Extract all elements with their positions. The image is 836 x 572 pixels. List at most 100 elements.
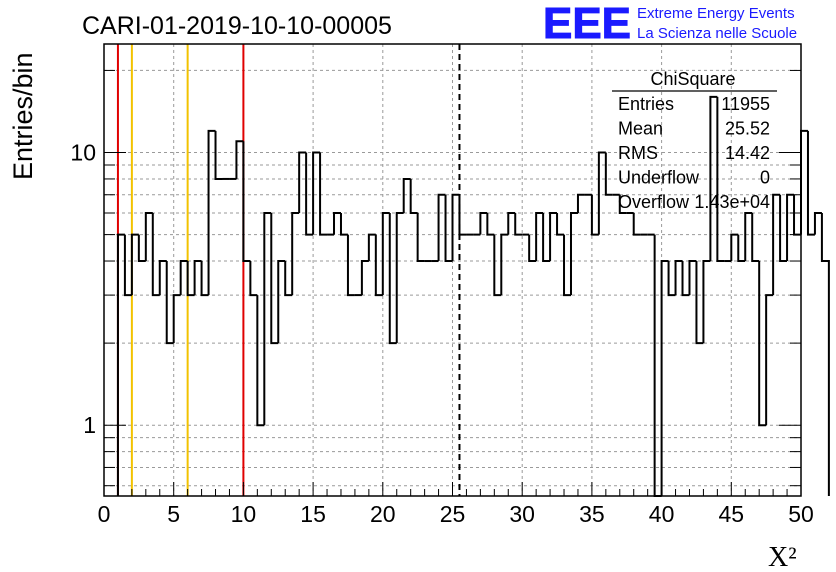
histogram-bin [535,212,544,262]
stats-row-label: Entries [618,94,674,114]
x-tick-labels: 0 5 10 15 20 25 30 35 40 45 50 [98,501,814,527]
x-tick-label: 0 [98,501,111,527]
stats-row-value: 0 [760,168,770,188]
histogram-bin [709,95,718,262]
histogram-bin [193,260,202,296]
histogram-bin [333,212,341,235]
histogram-bin [618,194,627,215]
histogram-bin [123,234,132,297]
x-tick-label: 25 [440,501,466,527]
histogram-bin [549,212,558,262]
histogram-bin [660,260,669,496]
histogram-bin [493,234,502,297]
histogram-bin [437,193,446,262]
histogram-bin [360,260,369,296]
histogram-bin [388,213,397,345]
x-tick-label: 20 [370,501,396,527]
y-axis-label: Entries/bin [8,52,38,180]
histogram-bin [367,233,376,262]
histogram-bin [674,260,683,296]
histogram-bin [479,212,488,235]
histogram-bin [514,213,523,236]
stats-row-label: Overflow [618,192,690,212]
histogram-bin [416,213,425,263]
y-tick-labels: 1 10 [70,140,96,439]
histogram-bin [179,260,188,296]
eee-logo: EEE Extreme Energy Events La Scienza nel… [543,0,798,49]
histogram-bin [695,261,704,345]
histogram-bin [409,178,418,215]
histogram-bin [200,261,209,297]
histogram-bin [779,194,788,263]
stats-row-value: 14.42 [725,143,770,163]
histogram-bin [305,152,314,236]
histogram-bin [800,129,808,235]
stats-box: ChiSquare Entries 11955 Mean 25.52 RMS 14.42 U… [612,69,777,212]
histogram-bin [737,234,746,263]
x-tick-label: 45 [719,501,745,527]
histogram-bin [744,212,753,262]
reference-lines [116,44,461,496]
histogram-bin [813,212,822,235]
histogram-bin [500,233,509,296]
histogram-bin [569,212,578,296]
x-tick-label: 35 [579,501,605,527]
histogram-bin [165,261,174,345]
chart-title: CARI-01-2019-10-10-00005 [82,12,392,40]
histogram-bin [284,261,293,297]
histogram-bin [786,193,795,262]
histogram-bin [116,233,125,496]
histogram-bin [186,261,195,297]
histogram-bin [604,152,613,196]
histogram-bin [556,213,565,236]
histogram-bin [667,261,676,297]
histogram-bin [486,213,495,236]
histogram-bin [820,213,830,496]
histogram-bin [242,141,251,263]
x-tick-label: 50 [788,501,814,527]
x-axis-label: X² [768,542,797,572]
histogram-bin [291,212,300,296]
stats-row-label: Underflow [618,168,700,188]
stats-title: ChiSquare [650,69,735,89]
histogram-bin [381,212,390,296]
y-tick-label: 1 [83,412,96,438]
histogram-bin [346,234,355,297]
histogram-bin [137,234,146,263]
histogram-bin [319,152,328,236]
histogram-bin [653,234,662,497]
histogram-bin [130,233,139,296]
histogram-bin [758,261,767,427]
histogram-bin [590,194,599,236]
histogram-bin [444,194,453,263]
x-tick-label: 5 [167,501,180,527]
histogram-bin [256,295,265,427]
histogram-bin [249,261,258,297]
histogram-bin [716,96,725,263]
logo-line-1: Extreme Energy Events [637,5,795,22]
histogram-bin [806,130,815,236]
histogram-bin [374,234,383,297]
x-tick-label: 15 [300,501,326,527]
histogram-bin [528,234,537,263]
histogram-bin [793,194,801,236]
stats-row-label: RMS [618,143,658,163]
histogram-bin [263,212,272,426]
histogram-bin [151,213,160,297]
histogram-bin [507,212,516,235]
histogram-bin [451,193,460,262]
stats-row-value: 25.52 [725,119,770,139]
stats-row-value: 1.43e+04 [694,192,770,212]
histogram-bars [116,95,830,497]
histogram-bin [542,213,551,263]
logo-mark: EEE [543,0,631,48]
x-tick-label: 10 [231,501,257,527]
histogram-bin [632,213,641,236]
histogram-bin [270,213,279,345]
histogram-bin [395,212,404,344]
histogram-bin [681,261,690,297]
histogram-bin [312,151,321,235]
histogram-bin [158,260,167,296]
histogram-bin [576,193,585,214]
